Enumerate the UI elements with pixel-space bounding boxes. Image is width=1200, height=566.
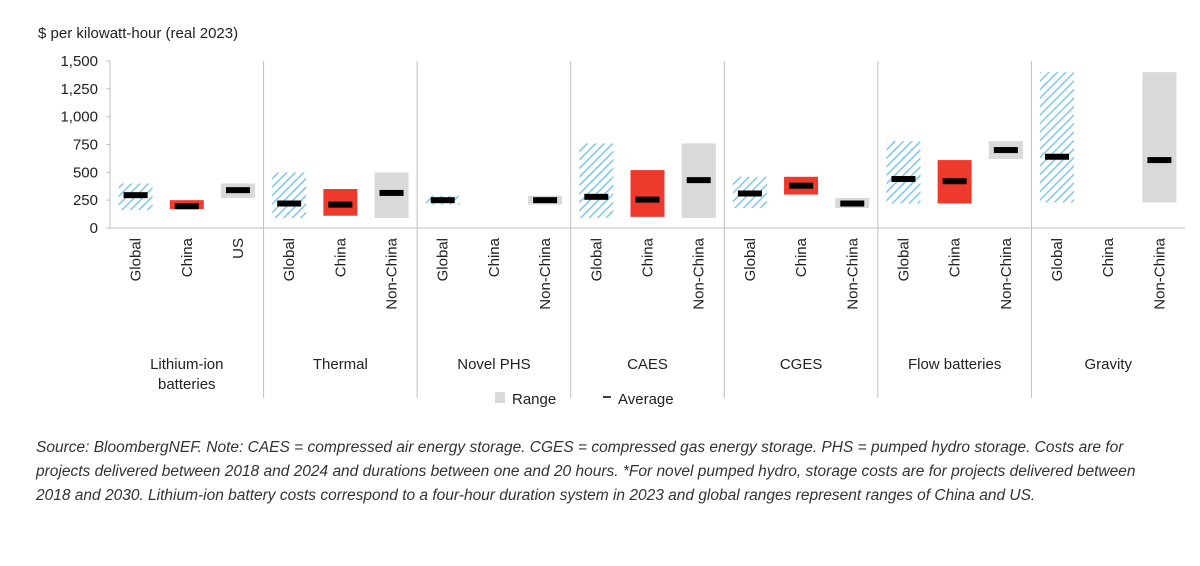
group-label: Flow batteries	[908, 356, 1001, 373]
category-label: China	[640, 237, 657, 277]
average-marker	[123, 192, 148, 199]
group-label: Gravity	[1084, 356, 1132, 373]
average-marker	[277, 200, 302, 207]
range-bar	[272, 172, 307, 218]
category-label: Global	[742, 238, 759, 281]
range-bar	[1040, 72, 1075, 203]
y-axis-ticks: 1,500 1,250 1,000 750 500 250 0	[60, 53, 110, 237]
legend: Range Average	[495, 391, 674, 408]
category-label: Global	[128, 238, 145, 281]
legend-range-swatch	[495, 392, 505, 403]
category-label: Non-China	[384, 237, 401, 309]
y-tick-label: 1,000	[60, 109, 98, 126]
average-marker	[686, 177, 711, 184]
category-label: US	[230, 238, 247, 259]
group-label: Lithium-ion batteries	[150, 356, 223, 393]
category-label: Non-China	[1151, 237, 1168, 309]
category-label: Non-China	[844, 237, 861, 309]
category-label: China	[947, 237, 964, 277]
category-label: China	[793, 237, 810, 277]
average-marker	[635, 196, 660, 203]
category-label: Global	[588, 238, 605, 281]
bars	[118, 72, 1177, 218]
average-marker	[533, 197, 558, 204]
average-marker	[584, 193, 609, 200]
category-label: Global	[281, 238, 298, 281]
y-tick-label: 250	[73, 192, 98, 209]
category-label: China	[1100, 237, 1117, 277]
y-tick-label: 0	[90, 220, 98, 237]
average-marker	[174, 203, 199, 210]
y-tick-label: 500	[73, 164, 98, 181]
legend-range-label: Range	[512, 391, 556, 408]
range-bar	[579, 143, 614, 218]
y-axis-title: $ per kilowatt-hour (real 2023)	[38, 25, 238, 42]
range-bar	[630, 170, 665, 217]
category-label: Non-China	[691, 237, 708, 309]
category-label: China	[332, 237, 349, 277]
category-label: Non-China	[537, 237, 554, 309]
average-marker	[891, 176, 916, 183]
y-tick-label: 1,250	[60, 81, 98, 98]
group-label: Novel PHS	[457, 356, 530, 373]
group-label: Thermal	[313, 356, 368, 373]
average-marker	[328, 201, 353, 208]
average-marker	[840, 200, 865, 207]
x-axis-labels: Global China US Lithium-ion batteries Global C…	[128, 237, 1169, 393]
storage-cost-chart: $ per kilowatt-hour (real 2023) 1,500 1,2…	[38, 25, 1185, 408]
average-marker	[737, 190, 762, 197]
category-label: Global	[435, 238, 452, 281]
average-marker	[379, 189, 404, 196]
average-marker	[1045, 153, 1070, 160]
average-marker	[993, 147, 1018, 154]
category-label: China	[179, 237, 196, 277]
group-label: CAES	[627, 356, 668, 373]
group-label: CGES	[780, 356, 823, 373]
category-label: China	[486, 237, 503, 277]
y-tick-label: 750	[73, 137, 98, 154]
category-label: Global	[1049, 238, 1066, 281]
category-label: Global	[895, 238, 912, 281]
average-marker	[942, 178, 967, 185]
average-marker	[1147, 157, 1172, 164]
axes	[109, 61, 1185, 398]
average-marker	[789, 182, 814, 189]
range-bar	[1142, 72, 1177, 203]
average-marker	[430, 197, 455, 204]
source-note: Source: BloombergNEF. Note: CAES = compr…	[36, 439, 1136, 504]
legend-average-label: Average	[618, 391, 674, 408]
average-marker	[225, 187, 250, 194]
y-tick-label: 1,500	[60, 53, 98, 70]
range-bar	[886, 141, 921, 204]
category-label: Non-China	[998, 237, 1015, 309]
